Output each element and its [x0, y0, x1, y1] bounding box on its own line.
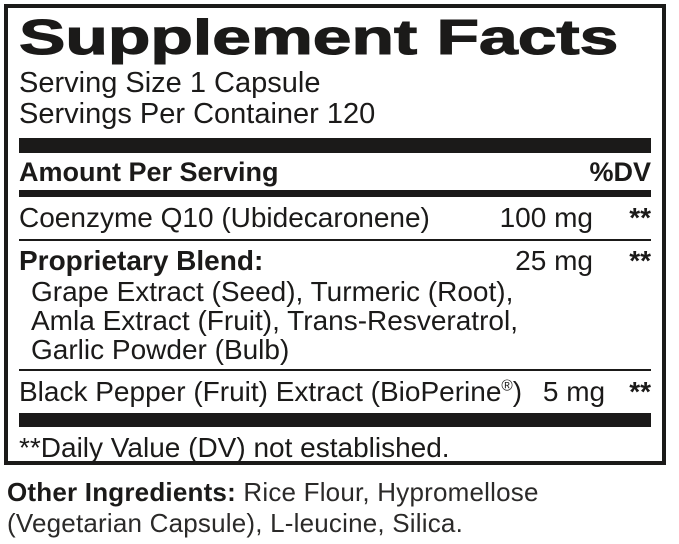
ingredient-name: Proprietary Blend: — [19, 245, 264, 276]
blend-component-line: Garlic Powder (Bulb) — [31, 334, 290, 365]
percent-dv-header: %DV — [589, 157, 651, 187]
blend-component-line: Amla Extract (Fruit), Trans-Resveratrol, — [31, 305, 518, 336]
ingredient-amount: 100 mg — [499, 202, 593, 233]
servings-per-container-line: Servings Per Container 120 — [19, 98, 376, 130]
ingredient-amount: 25 mg — [515, 245, 593, 276]
divider-thick-bottom — [19, 413, 651, 427]
amount-per-serving-header: Amount Per Serving — [19, 157, 279, 187]
column-header-row: Amount Per Serving %DV — [19, 153, 651, 190]
divider-thick-top — [19, 138, 651, 153]
other-ingredients: Other Ingredients: Rice Flour, Hypromell… — [7, 477, 679, 539]
ingredient-name-text: Black Pepper (Fruit) Extract (BioPerine — [19, 376, 502, 407]
divider-thin-1 — [19, 239, 651, 241]
serving-info: Serving Size 1 Capsule Servings Per Cont… — [19, 68, 651, 130]
ingredient-name-close: ) — [512, 376, 523, 407]
registered-trademark-symbol: ® — [501, 377, 513, 395]
ingredient-dv: ** — [629, 202, 651, 233]
serving-size-line: Serving Size 1 Capsule — [19, 67, 321, 99]
divider-thin-2 — [19, 369, 651, 371]
blend-component-line: Grape Extract (Seed), Turmeric (Root), — [31, 276, 514, 307]
other-ingredients-text: Rice Flour, Hypromellose (Vegetarian Cap… — [7, 477, 539, 538]
blend-header-row: Proprietary Blend: 25 mg ** — [19, 246, 651, 277]
ingredient-name: Coenzyme Q10 (Ubidecaronene) — [19, 202, 430, 233]
ingredient-row-proprietary-blend: Proprietary Blend: 25 mg ** Grape Extrac… — [19, 241, 651, 369]
ingredient-name: Black Pepper (Fruit) Extract (BioPerine®… — [19, 377, 522, 407]
divider-medium — [19, 190, 651, 197]
ingredient-dv: ** — [629, 376, 651, 407]
ingredient-row-coenzyme-q10: Coenzyme Q10 (Ubidecaronene) 100 mg ** — [19, 197, 651, 239]
panel-title: Supplement Facts — [18, 11, 619, 65]
ingredient-amount: 5 mg — [542, 376, 606, 407]
daily-value-footnote: **Daily Value (DV) not established. — [19, 432, 450, 463]
supplement-facts-panel: Supplement Facts Serving Size 1 Capsule … — [4, 4, 666, 465]
other-ingredients-label: Other Ingredients: — [7, 477, 236, 507]
ingredient-row-black-pepper: Black Pepper (Fruit) Extract (BioPerine®… — [19, 371, 651, 413]
ingredient-dv: ** — [629, 245, 651, 276]
